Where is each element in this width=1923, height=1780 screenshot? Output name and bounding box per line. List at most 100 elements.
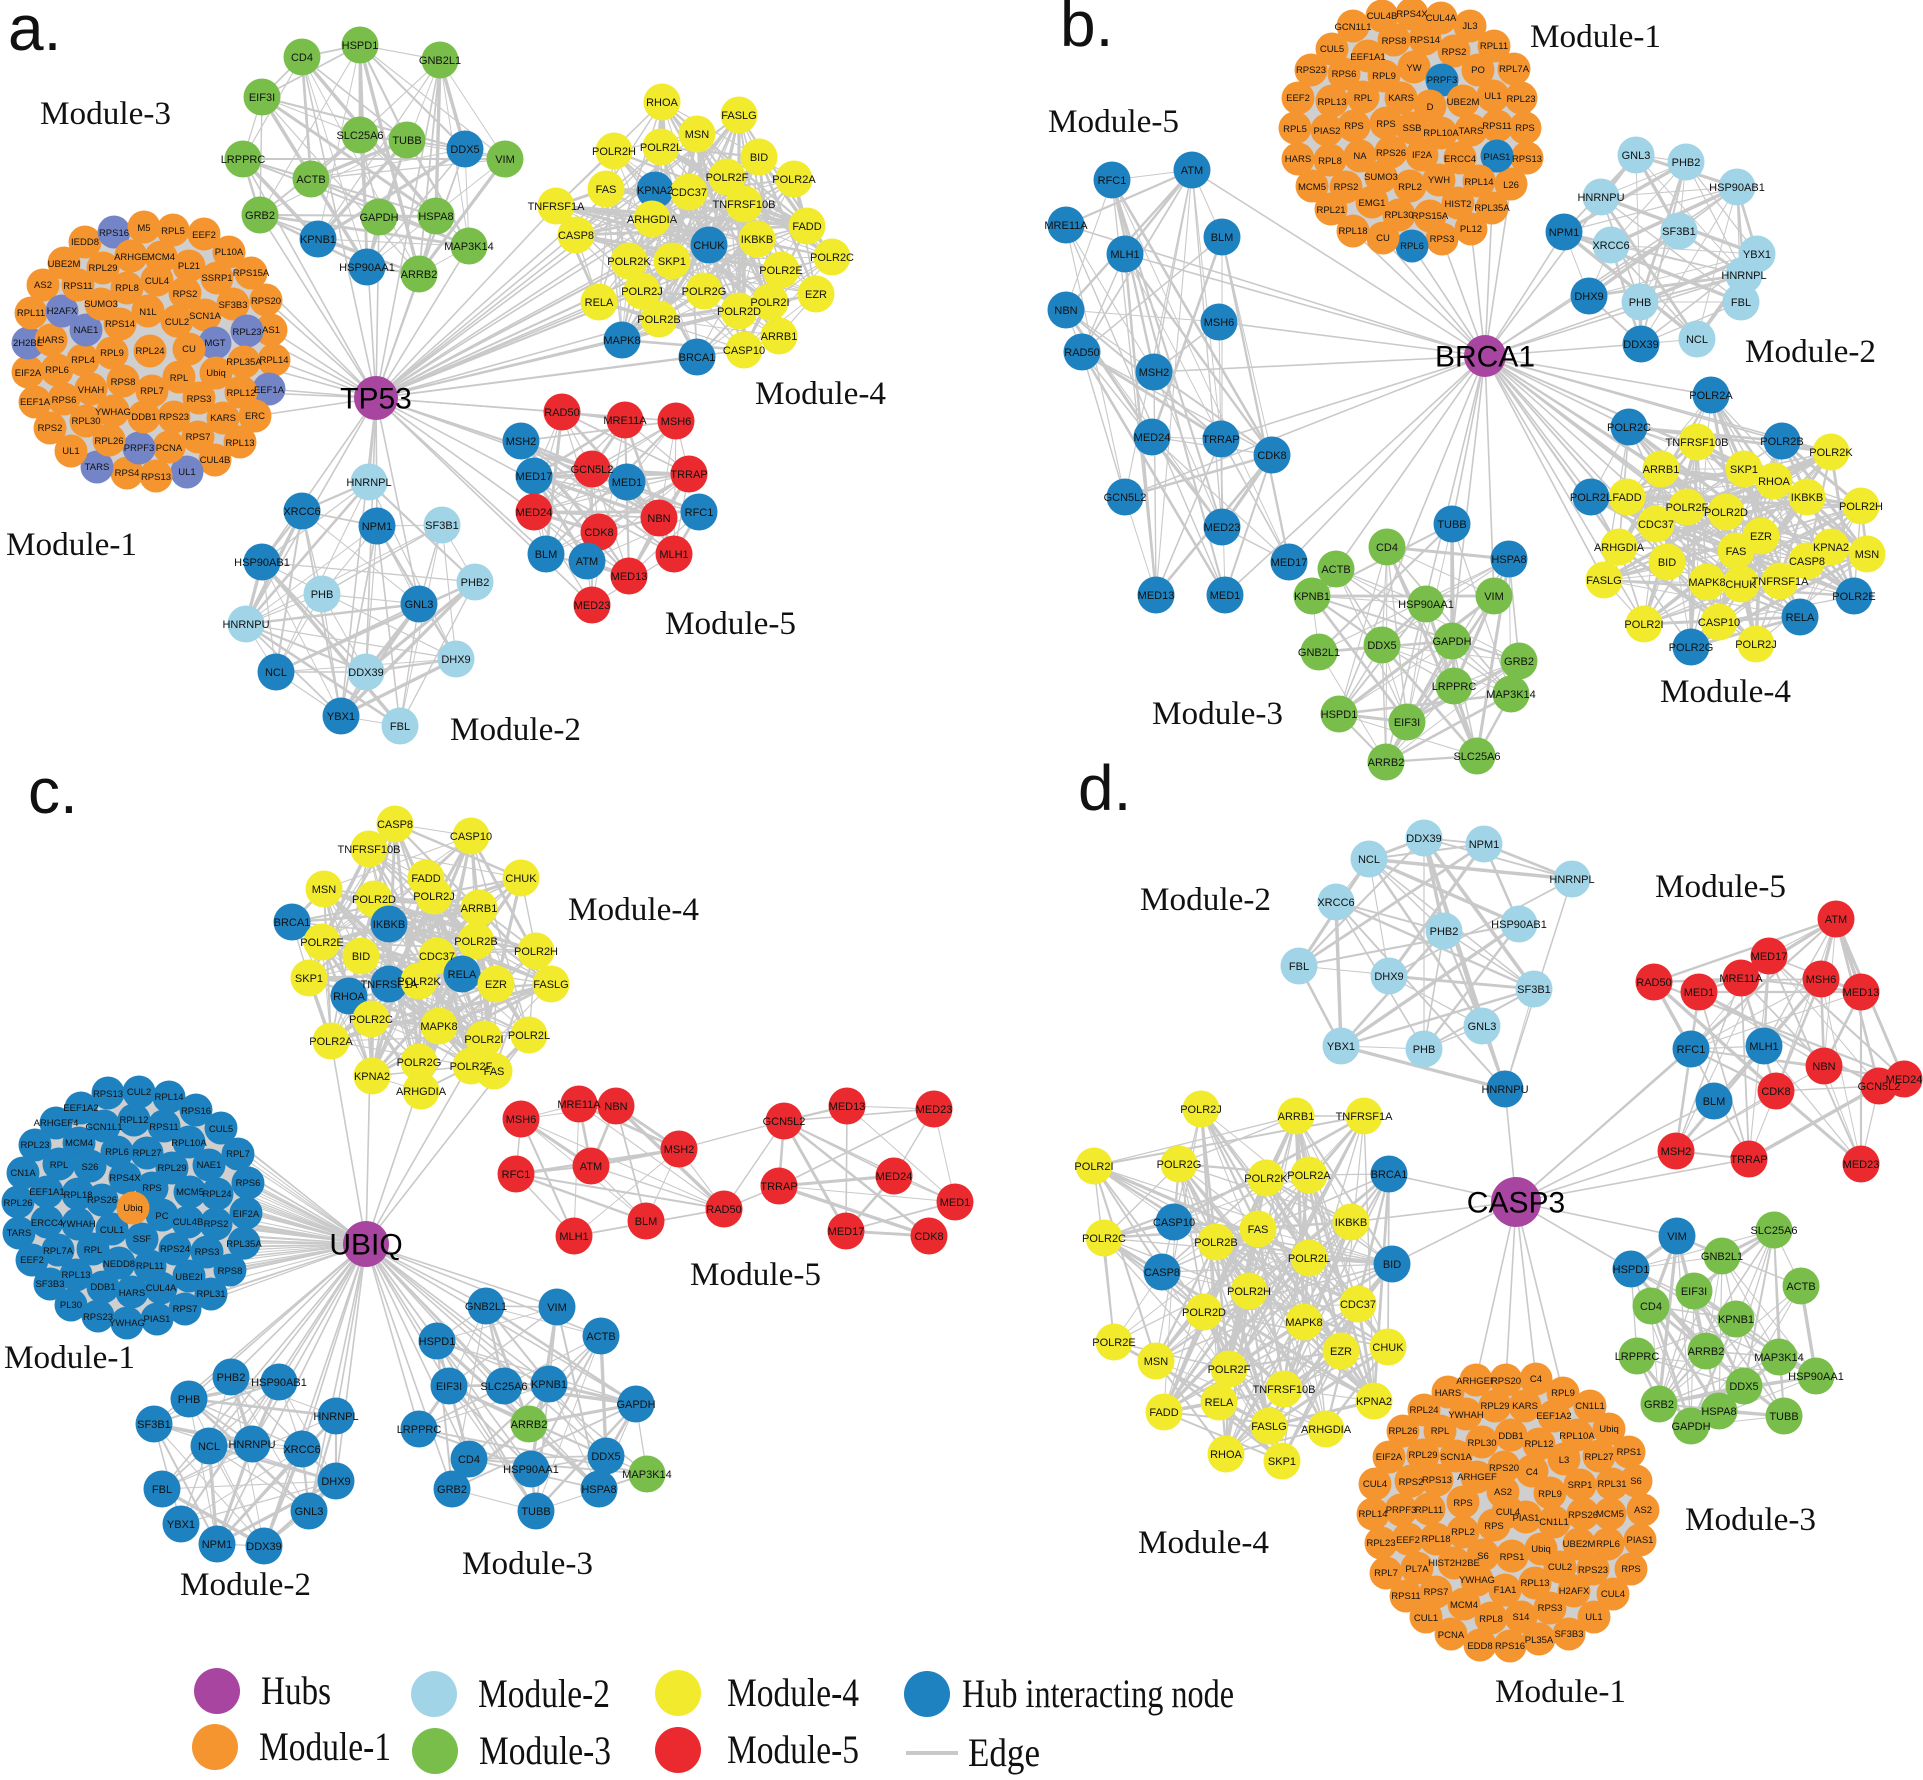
svg-text:MED24: MED24 [1886,1074,1923,1086]
svg-text:NCL: NCL [1358,854,1380,866]
svg-text:EEF2: EEF2 [192,230,216,241]
svg-text:RPS13: RPS13 [1422,1475,1452,1486]
svg-text:Ubiq: Ubiq [123,1203,143,1214]
svg-text:POLR2F: POLR2F [706,172,749,184]
svg-text:HNRNPU: HNRNPU [1481,1084,1528,1096]
svg-text:ATM: ATM [580,1161,602,1173]
svg-text:FBL: FBL [152,1484,172,1496]
svg-text:MLH1: MLH1 [659,549,688,561]
svg-text:RAD50: RAD50 [544,407,579,419]
svg-text:MRE11A: MRE11A [603,415,647,427]
svg-text:PC: PC [155,1211,168,1222]
svg-text:MED1: MED1 [1210,590,1241,602]
svg-text:SRP1: SRP1 [1568,1480,1593,1491]
svg-text:RPL7A: RPL7A [1499,64,1530,75]
svg-text:YBX1: YBX1 [167,1519,195,1531]
svg-text:MSN: MSN [1855,549,1880,561]
svg-text:HIST2H2BE: HIST2H2BE [1428,1558,1480,1569]
svg-text:XRCC6: XRCC6 [283,506,320,518]
svg-text:RPL: RPL [84,1245,102,1256]
svg-text:RPL7A: RPL7A [43,1246,74,1257]
svg-text:TRRAP: TRRAP [1202,434,1239,446]
svg-text:EIF3I: EIF3I [1681,1286,1707,1298]
svg-text:EIF3I: EIF3I [1394,717,1420,729]
svg-text:RPL12: RPL12 [119,1115,148,1126]
svg-text:Module-2: Module-2 [450,712,581,748]
svg-text:RPS11: RPS11 [149,1122,178,1133]
svg-text:POLR2K: POLR2K [1809,447,1853,459]
svg-text:NBN: NBN [1812,1061,1835,1073]
svg-text:RPL6: RPL6 [105,1147,129,1158]
svg-text:TUBB: TUBB [521,1506,550,1518]
svg-text:NCL: NCL [265,667,287,679]
svg-text:FASLG: FASLG [533,979,568,991]
svg-text:Module-1: Module-1 [259,1724,391,1769]
svg-text:CU: CU [182,344,196,355]
svg-text:TUBB: TUBB [1437,519,1466,531]
svg-text:FADD: FADD [1149,1407,1178,1419]
svg-text:SSRP1: SSRP1 [201,273,232,284]
svg-text:POLR2K: POLR2K [1244,1173,1288,1185]
svg-text:NBN: NBN [647,513,670,525]
svg-text:RPS20: RPS20 [1489,1463,1519,1474]
svg-text:ERCC4: ERCC4 [31,1218,63,1229]
svg-text:RPS: RPS [1515,123,1535,134]
svg-text:DDX5: DDX5 [1367,640,1396,652]
svg-text:BRCA1: BRCA1 [274,917,311,929]
svg-text:YWHAH: YWHAH [1448,1410,1484,1421]
svg-text:HNRNPL: HNRNPL [313,1411,358,1423]
svg-text:TARS: TARS [85,462,110,473]
svg-text:POLR2B: POLR2B [1194,1237,1237,1249]
svg-text:TRRAP: TRRAP [670,469,707,481]
svg-text:FBL: FBL [390,721,410,733]
svg-text:MED23: MED23 [1204,522,1241,534]
svg-text:RPS2: RPS2 [173,289,198,300]
svg-text:SLC25A6: SLC25A6 [1750,1225,1797,1237]
svg-text:DDX39: DDX39 [246,1541,281,1553]
svg-text:POLR2G: POLR2G [682,286,727,298]
svg-text:VIM: VIM [495,154,515,166]
svg-text:CD4: CD4 [458,1454,480,1466]
svg-text:NPM1: NPM1 [1469,839,1500,851]
svg-text:POLR2H: POLR2H [514,946,558,958]
svg-text:ARHGEF: ARHGEF [1456,1376,1496,1387]
svg-text:Ubiq: Ubiq [206,368,226,379]
svg-text:Module-4: Module-4 [568,892,699,928]
svg-text:Module-3: Module-3 [1685,1502,1816,1538]
svg-text:SLC25A6: SLC25A6 [1453,751,1500,763]
svg-text:GNB2L1: GNB2L1 [1701,1251,1743,1263]
svg-text:RPL4: RPL4 [71,355,95,366]
svg-text:Module-5: Module-5 [1048,104,1179,140]
svg-text:SLC25A6: SLC25A6 [336,130,383,142]
svg-text:CDC37: CDC37 [419,951,455,963]
svg-text:AS1: AS1 [262,325,280,336]
svg-text:GRB2: GRB2 [245,210,275,222]
svg-text:SF3B3: SF3B3 [218,300,247,311]
svg-text:CUL2: CUL2 [165,317,189,328]
svg-text:ACTB: ACTB [296,174,325,186]
svg-text:RPL35A: RPL35A [226,1239,262,1250]
svg-text:SKP1: SKP1 [295,973,323,985]
svg-text:RPL18: RPL18 [63,1190,92,1201]
svg-text:RPS2: RPS2 [1399,1477,1424,1488]
svg-text:Module-3: Module-3 [462,1546,593,1582]
svg-text:UL1: UL1 [62,446,79,457]
svg-text:RPL12: RPL12 [226,388,255,399]
svg-text:DDX5: DDX5 [591,1451,620,1463]
svg-text:HSPA8: HSPA8 [418,211,453,223]
svg-text:GNB2L1: GNB2L1 [465,1301,507,1313]
svg-text:RPL: RPL [50,1160,68,1171]
svg-text:POLR2B: POLR2B [454,936,497,948]
svg-text:TNFRSF10B: TNFRSF10B [338,844,401,856]
svg-text:RPL13: RPL13 [225,438,254,449]
svg-text:XRCC6: XRCC6 [1317,897,1354,909]
svg-text:IKBKB: IKBKB [1791,492,1823,504]
svg-text:CUL4: CUL4 [1496,1507,1520,1518]
svg-text:H2AFX: H2AFX [47,306,78,317]
svg-text:MED23: MED23 [1843,1159,1880,1171]
svg-text:EZR: EZR [485,979,507,991]
svg-text:GAPDH: GAPDH [359,212,398,224]
svg-text:RPS16: RPS16 [99,228,129,239]
svg-text:MAP3K14: MAP3K14 [444,241,494,253]
svg-text:MGT: MGT [204,338,225,349]
